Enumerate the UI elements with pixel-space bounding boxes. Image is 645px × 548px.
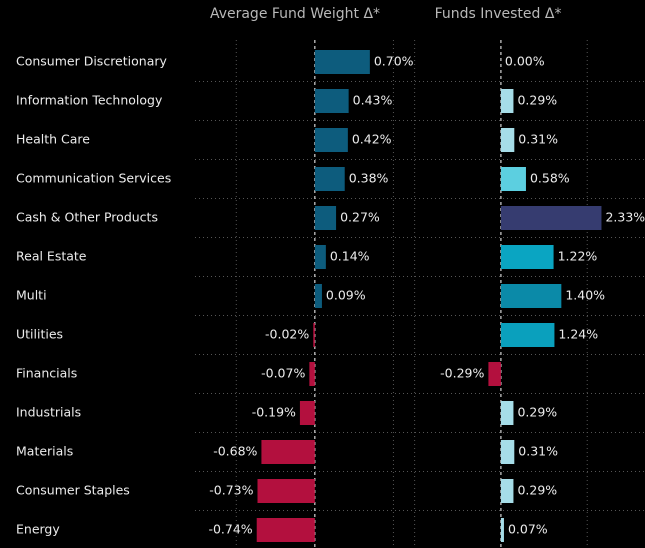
- value-label: 0.29%: [517, 483, 557, 498]
- value-label: 0.00%: [505, 54, 545, 69]
- bar: [314, 245, 326, 269]
- value-label: 0.29%: [517, 405, 557, 420]
- category-label: Real Estate: [16, 249, 87, 264]
- value-label: 0.38%: [349, 171, 389, 186]
- bar: [314, 128, 348, 152]
- bar: [500, 284, 562, 308]
- bar: [500, 479, 514, 503]
- value-label: 0.07%: [508, 522, 548, 537]
- category-label: Cash & Other Products: [16, 210, 158, 225]
- value-label: 1.24%: [558, 327, 598, 342]
- bar: [314, 50, 370, 74]
- category-label: Consumer Discretionary: [16, 54, 167, 69]
- category-label: Energy: [16, 522, 60, 537]
- value-label: -0.68%: [213, 444, 257, 459]
- bar: [314, 206, 337, 230]
- bar: [299, 401, 315, 425]
- value-label: 0.14%: [330, 249, 370, 264]
- bar: [314, 284, 322, 308]
- bar: [500, 206, 602, 230]
- category-label: Multi: [16, 288, 47, 303]
- bar: [500, 440, 515, 464]
- bar: [500, 245, 554, 269]
- category-label: Utilities: [16, 327, 63, 342]
- bar: [500, 167, 526, 191]
- category-label: Financials: [16, 366, 77, 381]
- value-label: 1.22%: [558, 249, 598, 264]
- bar: [500, 401, 514, 425]
- value-label: 0.70%: [374, 54, 414, 69]
- category-label: Consumer Staples: [16, 483, 130, 498]
- value-label: 0.09%: [326, 288, 366, 303]
- bar: [257, 479, 315, 503]
- value-label: -0.02%: [265, 327, 309, 342]
- category-label: Health Care: [16, 132, 90, 147]
- bar: [313, 323, 315, 347]
- value-label: -0.07%: [261, 366, 305, 381]
- value-label: 2.33%: [605, 210, 645, 225]
- value-label: -0.73%: [209, 483, 253, 498]
- category-label: Materials: [16, 444, 73, 459]
- value-label: 1.40%: [565, 288, 605, 303]
- value-label: 0.31%: [518, 444, 558, 459]
- value-label: 0.42%: [352, 132, 392, 147]
- value-label: 0.31%: [518, 132, 558, 147]
- bar: [309, 362, 315, 386]
- value-label: -0.74%: [208, 522, 252, 537]
- value-label: -0.29%: [440, 366, 484, 381]
- category-label: Industrials: [16, 405, 81, 420]
- bar: [488, 362, 501, 386]
- bar: [256, 518, 315, 542]
- category-label: Communication Services: [16, 171, 171, 186]
- value-label: 0.58%: [530, 171, 570, 186]
- bar: [500, 89, 514, 113]
- bar: [500, 518, 504, 542]
- bar: [500, 323, 555, 347]
- bar: [500, 128, 515, 152]
- value-label: 0.29%: [517, 93, 557, 108]
- value-label: -0.19%: [252, 405, 296, 420]
- value-label: 0.27%: [340, 210, 380, 225]
- category-label: Information Technology: [16, 93, 163, 108]
- bar: [314, 167, 345, 191]
- bar: [261, 440, 315, 464]
- bar: [314, 89, 349, 113]
- value-label: 0.43%: [353, 93, 393, 108]
- panel-title: Average Fund Weight Δ*: [210, 6, 380, 22]
- panel-title: Funds Invested Δ*: [435, 6, 562, 22]
